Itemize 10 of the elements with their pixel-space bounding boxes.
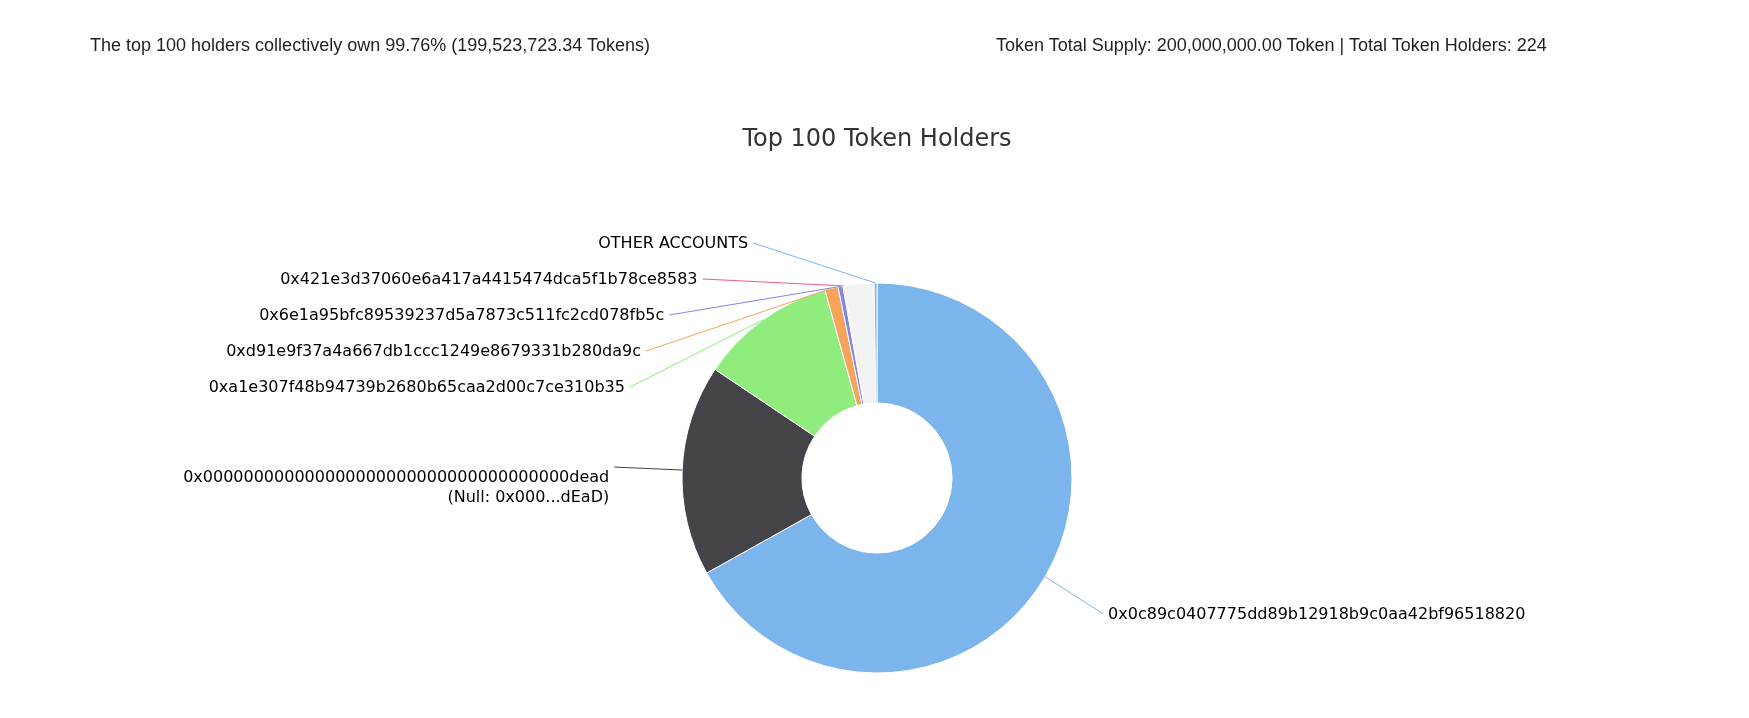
slice-label: 0x000000000000000000000000000000000000dead (Null: 0x000...dEaD) (183, 467, 610, 507)
text: Token Total Supply: 200,000,000.00 Token | Total Token Holders: 224 (996, 35, 1547, 55)
chart-title: Top 100 Token Holders (741, 124, 1012, 152)
slice-label: 0x421e3d37060e6a417a4415474dca5f1b78ce8583 (280, 269, 698, 288)
slice-label: 0x6e1a95bfc89539237d5a7873c511fc2cd078fb5c (259, 305, 665, 324)
slice-label: OTHER ACCOUNTS (598, 233, 749, 252)
slice-label: 0xa1e307f48b94739b2680b65caa2d00c7ce310b35 (208, 377, 625, 396)
slice-label: 0xd91e9f37a4a667db1ccc1249e8679331b280da9c (226, 341, 641, 360)
text: The top 100 holders collectively own 99.76% (199,523,723.34 Tokens) (90, 35, 651, 55)
slice-label: 0x0c89c0407775dd89b12918b9c0aa42bf96518820 (1108, 603, 1526, 623)
